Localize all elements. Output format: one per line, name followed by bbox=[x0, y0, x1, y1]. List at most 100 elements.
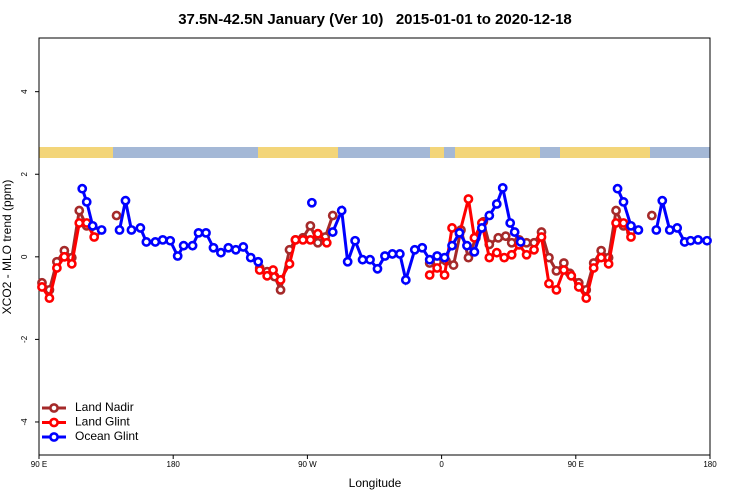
data-point bbox=[201, 227, 211, 238]
land-band bbox=[39, 147, 113, 158]
data-point bbox=[633, 225, 644, 235]
data-point bbox=[193, 227, 204, 238]
data-point bbox=[484, 210, 495, 221]
data-point bbox=[305, 220, 316, 231]
data-point bbox=[672, 223, 683, 233]
data-point bbox=[66, 258, 77, 269]
ocean-band bbox=[39, 147, 710, 158]
chart-title: 37.5N-42.5N January (Ver 10) 2015-01-01 … bbox=[178, 11, 572, 28]
data-point bbox=[126, 225, 137, 235]
data-point bbox=[305, 234, 316, 245]
data-point bbox=[178, 240, 189, 251]
legend-marker bbox=[49, 417, 59, 428]
data-point bbox=[447, 240, 457, 251]
data-point bbox=[342, 256, 353, 267]
land-band bbox=[560, 147, 650, 158]
data-point bbox=[491, 247, 502, 258]
data-point bbox=[573, 282, 584, 292]
data-point bbox=[268, 265, 279, 275]
data-point bbox=[51, 263, 62, 273]
data-point bbox=[618, 197, 629, 207]
data-point bbox=[499, 252, 510, 263]
data-point bbox=[626, 232, 636, 242]
data-point bbox=[611, 218, 621, 228]
data-point bbox=[208, 242, 219, 253]
data-point bbox=[114, 225, 125, 235]
data-point bbox=[529, 244, 539, 255]
x-tick-label: 90 W bbox=[298, 460, 317, 469]
data-point bbox=[693, 234, 703, 245]
x-tick-label: 180 bbox=[703, 460, 717, 469]
legend-label: Land Nadir bbox=[75, 400, 134, 414]
x-tick-label: 180 bbox=[167, 460, 181, 469]
data-point bbox=[238, 242, 249, 252]
data-point bbox=[424, 270, 435, 280]
data-point bbox=[506, 249, 517, 260]
data-point bbox=[321, 237, 332, 248]
plot-frame bbox=[38, 37, 711, 456]
data-point bbox=[566, 270, 577, 281]
data-point bbox=[521, 249, 532, 260]
data-point bbox=[618, 218, 629, 228]
data-point bbox=[262, 270, 273, 281]
data-point bbox=[626, 220, 636, 231]
data-point bbox=[500, 231, 511, 242]
data-point bbox=[544, 278, 554, 289]
data-point bbox=[702, 235, 712, 246]
data-point bbox=[551, 265, 562, 276]
data-point bbox=[312, 237, 323, 248]
data-point bbox=[463, 252, 474, 263]
data-point bbox=[187, 240, 198, 251]
data-point bbox=[505, 218, 516, 228]
data-point bbox=[245, 252, 256, 263]
data-point bbox=[664, 225, 675, 235]
data-point bbox=[462, 240, 472, 251]
data-point bbox=[536, 232, 547, 242]
land-band bbox=[258, 147, 338, 158]
y-tick-label: 0 bbox=[20, 254, 29, 259]
data-point bbox=[394, 249, 405, 259]
data-point bbox=[216, 247, 226, 258]
series bbox=[37, 194, 636, 304]
data-point bbox=[432, 251, 443, 261]
data-point bbox=[493, 232, 504, 243]
data-point bbox=[646, 210, 657, 221]
data-point bbox=[87, 220, 98, 231]
y-tick-label: 4 bbox=[20, 89, 29, 94]
data-point bbox=[37, 282, 47, 292]
data-point bbox=[497, 182, 508, 193]
land-band bbox=[430, 147, 444, 158]
data-point bbox=[454, 227, 465, 238]
data-point bbox=[469, 246, 480, 257]
data-point bbox=[135, 223, 146, 233]
data-point bbox=[685, 235, 696, 246]
data-point bbox=[581, 293, 592, 304]
data-point bbox=[417, 242, 428, 253]
data-point bbox=[298, 234, 308, 245]
data-point bbox=[506, 237, 517, 248]
data-point bbox=[253, 256, 264, 267]
data-point bbox=[284, 258, 295, 269]
data-point bbox=[172, 251, 183, 261]
legend-marker bbox=[49, 432, 59, 442]
y-tick-label: 2 bbox=[20, 171, 29, 176]
series bbox=[77, 182, 712, 286]
data-point bbox=[254, 265, 265, 275]
data-point bbox=[157, 234, 168, 245]
data-point bbox=[223, 242, 234, 253]
data-point bbox=[657, 195, 668, 206]
data-point bbox=[447, 223, 457, 233]
data-point bbox=[327, 227, 338, 237]
data-point bbox=[432, 263, 443, 273]
data-point bbox=[89, 232, 100, 242]
data-point bbox=[111, 210, 122, 221]
data-point bbox=[306, 197, 317, 208]
data-point bbox=[44, 293, 55, 304]
land-band bbox=[455, 147, 540, 158]
data-point bbox=[77, 183, 88, 194]
data-point bbox=[150, 237, 161, 247]
data-point bbox=[120, 195, 131, 206]
data-point bbox=[74, 218, 85, 228]
